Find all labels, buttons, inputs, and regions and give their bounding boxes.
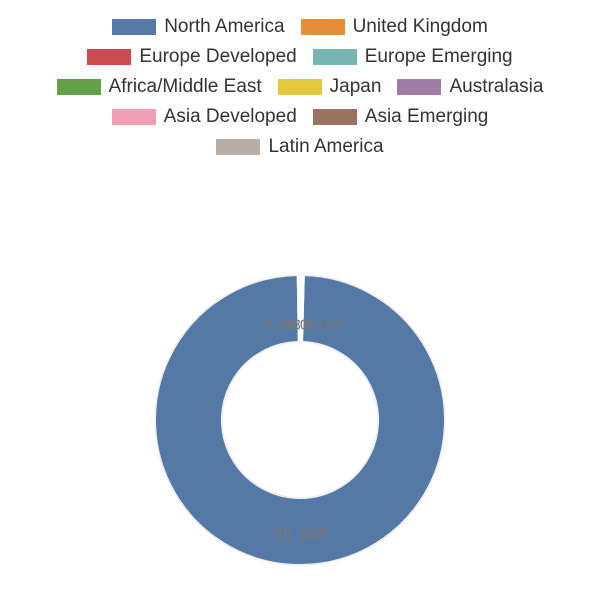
legend-item: Europe Emerging xyxy=(313,46,513,68)
legend-label: North America xyxy=(164,16,284,38)
legend-label: Asia Emerging xyxy=(365,106,489,128)
legend-swatch xyxy=(278,79,322,95)
donut-chart: 99.3680.0880.070.448 xyxy=(0,250,600,590)
legend-label: Africa/Middle East xyxy=(109,76,262,98)
slice-value-label: 99.368 xyxy=(272,524,327,544)
legend-label: Asia Developed xyxy=(164,106,297,128)
legend-swatch xyxy=(313,49,357,65)
legend-item: Asia Developed xyxy=(112,106,297,128)
legend-item: Asia Emerging xyxy=(313,106,489,128)
legend-swatch xyxy=(216,139,260,155)
legend-item: Latin America xyxy=(216,136,383,158)
legend-swatch xyxy=(57,79,101,95)
legend-swatch xyxy=(112,109,156,125)
legend-label: Latin America xyxy=(268,136,383,158)
legend-label: United Kingdom xyxy=(353,16,488,38)
legend-item: Australasia xyxy=(397,76,543,98)
legend-item: United Kingdom xyxy=(301,16,488,38)
legend-swatch xyxy=(313,109,357,125)
legend-label: Europe Emerging xyxy=(365,46,513,68)
legend-item: Africa/Middle East xyxy=(57,76,262,98)
legend-item: Japan xyxy=(278,76,382,98)
legend-item: Europe Developed xyxy=(87,46,296,68)
legend-label: Japan xyxy=(330,76,382,98)
chart-legend: North America United Kingdom Europe Develo… xyxy=(0,0,600,162)
legend-label: Europe Developed xyxy=(139,46,296,68)
legend-swatch xyxy=(87,49,131,65)
slice-value-label: 0.448 xyxy=(303,316,341,333)
legend-label: Australasia xyxy=(449,76,543,98)
legend-swatch xyxy=(112,19,156,35)
legend-item: North America xyxy=(112,16,284,38)
legend-swatch xyxy=(397,79,441,95)
legend-swatch xyxy=(301,19,345,35)
